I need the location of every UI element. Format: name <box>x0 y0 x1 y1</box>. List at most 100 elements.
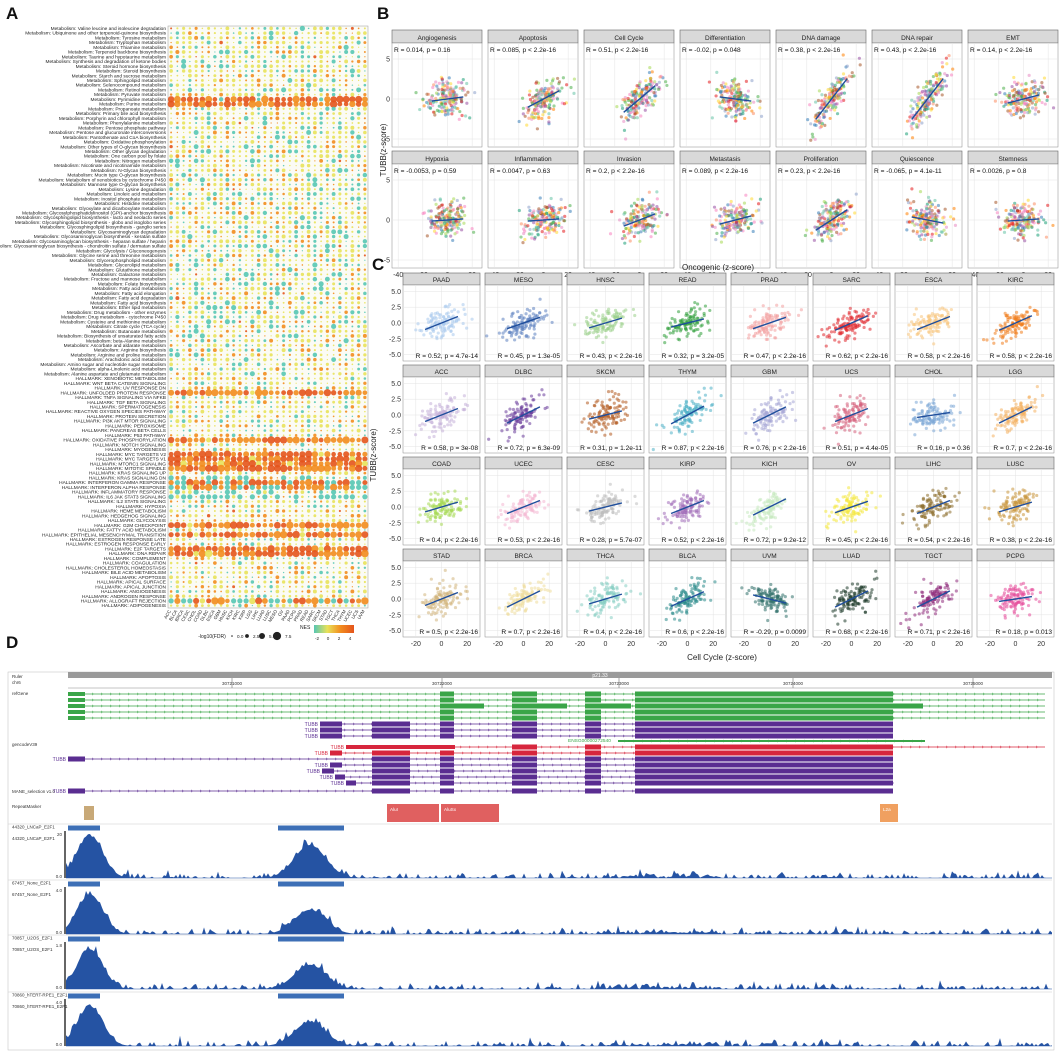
heatmap-dot <box>332 400 336 404</box>
heatmap-dot <box>257 576 260 579</box>
heatmap-dot <box>351 595 354 598</box>
heatmap-dot <box>288 571 291 574</box>
heatmap-dot <box>287 300 292 305</box>
heatmap-dot <box>289 358 291 361</box>
heatmap-dot <box>212 101 218 107</box>
heatmap-dot <box>244 88 248 92</box>
heatmap-dot <box>301 250 303 252</box>
scatter-point <box>857 56 861 60</box>
heatmap-dot <box>319 556 323 560</box>
scatter-point <box>635 84 639 88</box>
heatmap-dot <box>332 301 335 304</box>
heatmap-dot <box>306 187 311 192</box>
heatmap-row-label: Metabolism: Retinol metabolism <box>98 87 166 93</box>
heatmap-dot <box>237 484 243 490</box>
heatmap-dot <box>193 522 199 528</box>
size-legend-dot <box>231 635 233 637</box>
heatmap-dot <box>318 390 324 396</box>
heatmap-dot <box>307 202 310 205</box>
scatter-point <box>744 103 749 107</box>
heatmap-dot <box>294 187 299 192</box>
heatmap-dot <box>243 271 249 277</box>
heatmap-dot <box>213 267 217 272</box>
scatter-point <box>538 88 543 92</box>
heatmap-dot <box>343 234 349 240</box>
heatmap-dot <box>320 561 323 565</box>
heatmap-dot <box>338 509 341 513</box>
heatmap-dot <box>332 406 335 408</box>
heatmap-dot <box>224 465 231 472</box>
heatmap-dot <box>201 561 204 565</box>
heatmap-dot <box>176 65 179 67</box>
heatmap-dot <box>250 451 255 457</box>
heatmap-dot <box>313 334 317 338</box>
heatmap-dot <box>263 178 267 182</box>
heatmap-dot <box>338 566 341 569</box>
heatmap-dot <box>219 324 223 329</box>
scatter-point <box>615 105 619 109</box>
heatmap-column-label: DLBC <box>199 608 210 622</box>
heatmap-dot <box>219 571 223 574</box>
heatmap-dot <box>188 131 192 134</box>
heatmap-dot <box>363 381 367 385</box>
heatmap-dot <box>358 226 360 228</box>
heatmap-dot <box>292 436 300 444</box>
heatmap-dot <box>181 69 186 73</box>
heatmap-dot <box>213 371 217 376</box>
heatmap-dot <box>213 159 216 162</box>
heatmap-dot <box>182 519 185 522</box>
heatmap-dot <box>350 272 354 277</box>
heatmap-dot <box>363 140 367 144</box>
heatmap-dot <box>238 409 242 414</box>
heatmap-dot <box>307 282 310 286</box>
heatmap-dot <box>231 192 236 196</box>
heatmap-dot <box>301 131 304 134</box>
heatmap-dot <box>363 556 367 560</box>
heatmap-dot <box>292 479 300 486</box>
heatmap-column-label: BLCA <box>168 609 178 622</box>
heatmap-dot <box>175 92 180 97</box>
heatmap-dot <box>288 145 292 149</box>
heatmap-dot <box>194 315 198 319</box>
heatmap-dot <box>281 225 286 229</box>
scatter-point <box>724 114 728 118</box>
heatmap-dot <box>287 598 293 604</box>
scatter-point <box>626 96 630 101</box>
heatmap-dot <box>326 84 329 87</box>
heatmap-dot <box>182 556 186 560</box>
heatmap-dot <box>256 296 261 300</box>
heatmap-dot <box>326 88 329 92</box>
heatmap-dot <box>256 565 261 570</box>
heatmap-dot <box>232 316 235 318</box>
heatmap-dot <box>223 460 231 468</box>
heatmap-dot <box>320 448 323 451</box>
heatmap-dot <box>318 546 324 552</box>
heatmap-dot <box>182 377 186 380</box>
heatmap-dot <box>307 562 310 565</box>
heatmap-dot <box>319 116 323 120</box>
heatmap-dot <box>351 581 354 583</box>
heatmap-dot <box>244 471 248 475</box>
heatmap-dot <box>313 381 317 386</box>
heatmap-dot <box>255 100 262 108</box>
heatmap-dot <box>338 164 341 167</box>
heatmap-dot <box>332 377 335 380</box>
heatmap-dot <box>269 367 273 371</box>
heatmap-dot <box>226 230 229 234</box>
scatter-point <box>448 93 453 97</box>
heatmap-dot <box>264 349 266 351</box>
heatmap-dot <box>270 576 272 579</box>
regression-line <box>431 96 464 102</box>
heatmap-dot <box>200 476 204 480</box>
heatmap-row-label: HALLMARK: P53 PATHWAY <box>105 433 167 439</box>
heatmap-dot <box>188 381 192 385</box>
heatmap-dot <box>288 54 292 59</box>
scatter-point <box>572 77 577 81</box>
scatter-point <box>527 116 531 120</box>
heatmap-dot <box>182 164 185 167</box>
heatmap-column-label: KICH <box>225 609 235 621</box>
heatmap-dot <box>351 363 354 366</box>
scatter-point <box>623 98 627 102</box>
heatmap-dot <box>225 206 230 211</box>
heatmap-dot <box>276 122 279 124</box>
